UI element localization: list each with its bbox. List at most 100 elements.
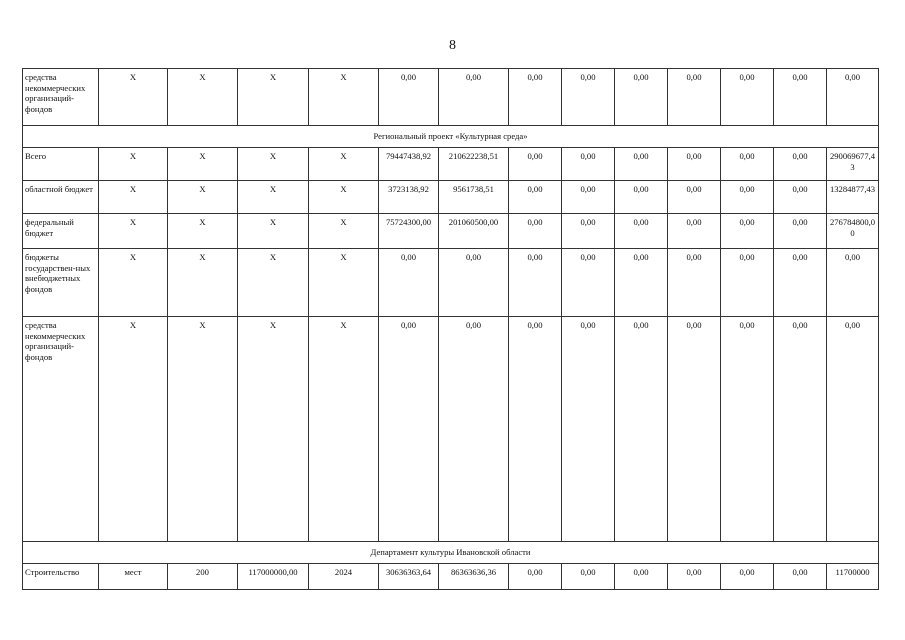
table-cell: 0,00 [720,213,774,249]
table-cell: X [98,180,168,214]
table-cell: 0,00 [561,147,615,181]
table-cell: X [167,147,238,181]
table-cell: X [237,248,309,317]
table-cell: 0,00 [614,316,668,542]
table-cell: X [167,213,238,249]
table-cell: 0,00 [720,147,774,181]
table-cell: X [167,248,238,317]
table-cell: 0,00 [826,316,879,542]
table-cell: 0,00 [438,316,509,542]
table-cell: 79447438,92 [378,147,439,181]
table-cell: 0,00 [773,180,827,214]
page-number: 8 [449,38,456,53]
table-cell: X [237,147,309,181]
table-cell: X [308,316,379,542]
table-cell: 0,00 [826,248,879,317]
row-label-cell: федеральный бюджет [22,213,99,249]
table-cell: 86363636,36 [438,563,509,590]
table-cell: 0,00 [561,316,615,542]
table-cell: X [308,68,379,126]
table-cell: 0,00 [720,68,774,126]
table-cell: 0,00 [614,147,668,181]
table-cell: 0,00 [773,213,827,249]
table-cell: 0,00 [667,68,721,126]
table-cell: 0,00 [720,248,774,317]
table-cell: X [308,180,379,214]
table-row: Всего X X X X 79447438,92 210622238,51 0,00 0,00… [22,147,879,181]
table-cell: 0,00 [561,248,615,317]
table-cell: X [237,213,309,249]
table-cell: 0,00 [773,563,827,590]
table-cell: 13284877,43 [826,180,879,214]
table-cell: X [237,316,309,542]
table-row: бюджеты государствен-ных внебюджетных фо… [22,248,879,317]
table-cell: X [308,248,379,317]
table-cell: X [98,248,168,317]
table-cell: 290069677,43 [826,147,879,181]
table-cell: 0,00 [438,248,509,317]
table-cell: 0,00 [614,248,668,317]
table-cell: 3723138,92 [378,180,439,214]
table-cell: 0,00 [508,248,562,317]
table-cell: 210622238,51 [438,147,509,181]
row-label-cell: Строительство [22,563,99,590]
table-cell: 0,00 [667,213,721,249]
table-cell: X [98,213,168,249]
table-cell: 0,00 [667,316,721,542]
row-label-cell: средства некоммерческих организаций-фонд… [22,68,99,126]
row-label-cell: Всего [22,147,99,181]
table-cell: 0,00 [561,68,615,126]
table-cell: 0,00 [667,147,721,181]
table-cell: 0,00 [508,563,562,590]
table-row: средства некоммерческих организаций-фонд… [22,68,879,126]
table-cell: 0,00 [614,68,668,126]
table-cell: 0,00 [614,180,668,214]
table-cell: 200 [167,563,238,590]
table-cell: 201060500,00 [438,213,509,249]
table-cell: 0,00 [614,563,668,590]
table-cell: 0,00 [378,316,439,542]
table-cell: X [237,180,309,214]
table-cell: X [237,68,309,126]
table-cell: 0,00 [508,180,562,214]
table-cell: 0,00 [508,68,562,126]
financing-table: средства некоммерческих организаций-фонд… [22,68,879,590]
table-cell: 0,00 [508,147,562,181]
table-cell: 0,00 [561,180,615,214]
table-cell: X [308,213,379,249]
table-cell: 0,00 [508,213,562,249]
table-row: средства некоммерческих организаций-фонд… [22,316,879,542]
table-cell: X [167,68,238,126]
table-cell: 0,00 [773,248,827,317]
table-cell: 0,00 [561,213,615,249]
table-cell: 9561738,51 [438,180,509,214]
section-title: Департамент культуры Ивановской области [22,541,879,564]
table-cell: 0,00 [614,213,668,249]
table-cell: 0,00 [720,180,774,214]
table-cell: 30636363,64 [378,563,439,590]
table-cell: 0,00 [667,563,721,590]
section-title: Региональный проект «Культурная среда» [22,125,879,148]
table-cell: 0,00 [438,68,509,126]
table-cell: 0,00 [378,248,439,317]
row-label-cell: бюджеты государствен-ных внебюджетных фо… [22,248,99,317]
table-row: Строительство мест 200 117000000,00 2024 3063… [22,563,879,590]
table-cell: 0,00 [561,563,615,590]
table-cell: X [167,180,238,214]
row-label-cell: средства некоммерческих организаций-фонд… [22,316,99,542]
table-cell: 75724300,00 [378,213,439,249]
table-row: областной бюджет X X X X 3723138,92 9561738,51… [22,180,879,214]
table-cell: 0,00 [773,68,827,126]
table-cell: 0,00 [720,316,774,542]
table-cell: X [98,316,168,542]
row-label-cell: областной бюджет [22,180,99,214]
table-cell: 117000000,00 [237,563,309,590]
section-row: Региональный проект «Культурная среда» [22,125,879,148]
table-row: федеральный бюджет X X X X 75724300,00 2010605… [22,213,879,249]
table-cell: X [98,68,168,126]
table-cell: мест [98,563,168,590]
table-cell: 0,00 [667,248,721,317]
table-cell: 0,00 [378,68,439,126]
table-cell: 0,00 [826,68,879,126]
table-cell: 0,00 [667,180,721,214]
